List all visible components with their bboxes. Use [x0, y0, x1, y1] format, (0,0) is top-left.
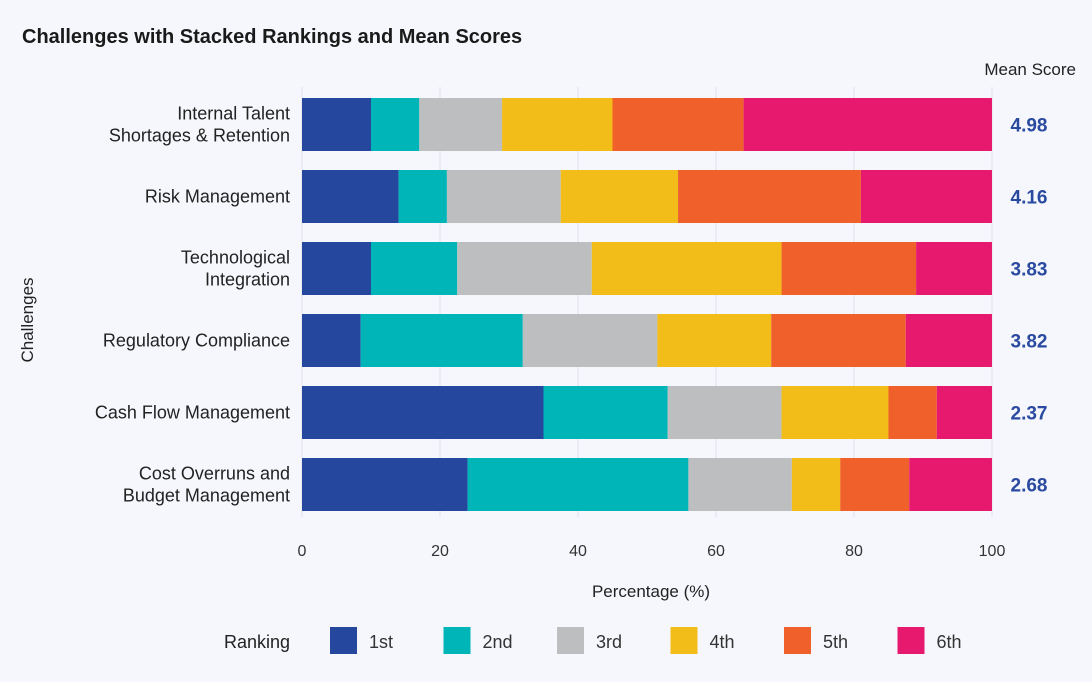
bar-1st-row-3: [302, 314, 361, 367]
bar-5th-row-2: [781, 242, 917, 295]
bar-3rd-row-5: [688, 458, 792, 511]
category-label-0-1: Shortages & Retention: [109, 126, 290, 146]
bar-6th-row-5: [909, 458, 992, 511]
category-label-3-0: Regulatory Compliance: [103, 331, 290, 351]
bar-6th-row-1: [860, 170, 992, 223]
mean-score-3: 3.82: [1011, 332, 1048, 353]
bar-4th-row-0: [502, 98, 613, 151]
category-label-0-0: Internal Talent: [177, 104, 290, 124]
bar-2nd-row-3: [360, 314, 523, 367]
bar-3rd-row-1: [446, 170, 561, 223]
legend-swatch-5th: [784, 627, 811, 654]
x-tick-label-0: 0: [298, 543, 307, 560]
bar-2nd-row-2: [371, 242, 458, 295]
bar-4th-row-2: [591, 242, 782, 295]
mean-score-2: 3.83: [1011, 260, 1048, 281]
legend-label-3rd: 3rd: [596, 632, 622, 652]
grid: [301, 87, 993, 517]
mean-score-1: 4.16: [1011, 188, 1048, 209]
bar-6th-row-0: [743, 98, 992, 151]
mean-score-5: 2.68: [1011, 476, 1048, 497]
bar-2nd-row-4: [543, 386, 668, 439]
bar-1st-row-2: [302, 242, 371, 295]
legend-title: Ranking: [224, 632, 290, 652]
x-tick-label-2: 40: [569, 543, 587, 560]
mean-score-0: 4.98: [1011, 116, 1048, 137]
bar-3rd-row-4: [667, 386, 782, 439]
category-label-5-1: Budget Management: [123, 486, 290, 506]
bar-4th-row-5: [791, 458, 841, 511]
bar-1st-row-5: [302, 458, 468, 511]
legend-swatch-1st: [330, 627, 357, 654]
legend-label-5th: 5th: [823, 632, 848, 652]
category-label-4-0: Cash Flow Management: [95, 403, 290, 423]
bar-5th-row-5: [840, 458, 910, 511]
bar-4th-row-4: [781, 386, 889, 439]
category-label-2-1: Integration: [205, 270, 290, 290]
legend-swatch-4th: [670, 627, 698, 654]
legend-label-6th: 6th: [937, 632, 962, 652]
bar-3rd-row-2: [457, 242, 592, 295]
bar-6th-row-2: [916, 242, 992, 295]
category-label-1-0: Risk Management: [145, 187, 290, 207]
category-label-2-0: Technological: [181, 248, 290, 268]
legend-label-2nd: 2nd: [483, 632, 513, 652]
bar-6th-row-3: [905, 314, 992, 367]
mean-score-4: 2.37: [1011, 404, 1048, 425]
mean-scores: 4.98 4.16 3.83 3.82 2.37 2.68: [1011, 116, 1048, 497]
mean-score-header: Mean Score: [984, 60, 1076, 79]
bar-5th-row-0: [612, 98, 744, 151]
legend-swatch-6th: [897, 627, 925, 654]
legend: Ranking 1st 2nd 3rd 4th 5th 6th: [224, 627, 962, 654]
legend-label-1st: 1st: [369, 632, 393, 652]
bar-4th-row-3: [657, 314, 772, 367]
x-tick-label-4: 80: [845, 543, 863, 560]
x-tick-label-3: 60: [707, 543, 725, 560]
x-axis-title: Percentage (%): [592, 582, 710, 601]
chart-title: Challenges with Stacked Rankings and Mea…: [22, 26, 522, 48]
bar-1st-row-0: [302, 98, 371, 151]
y-axis-title: Challenges: [18, 277, 37, 362]
x-axis-ticks: 0 20 40 60 80 100: [298, 543, 1006, 560]
bar-5th-row-4: [888, 386, 937, 439]
bar-3rd-row-3: [522, 314, 658, 367]
bar-2nd-row-1: [398, 170, 447, 223]
bar-4th-row-1: [560, 170, 679, 223]
bar-5th-row-1: [678, 170, 861, 223]
category-label-5-0: Cost Overruns and: [139, 464, 290, 484]
bar-1st-row-4: [302, 386, 544, 439]
bar-5th-row-3: [771, 314, 906, 367]
legend-label-4th: 4th: [710, 632, 735, 652]
bar-6th-row-4: [936, 386, 992, 439]
bar-3rd-row-0: [419, 98, 503, 151]
x-tick-label-1: 20: [431, 543, 449, 560]
legend-swatch-3rd: [557, 627, 584, 654]
bar-2nd-row-0: [371, 98, 420, 151]
bar-2nd-row-5: [467, 458, 689, 511]
x-tick-label-5: 100: [979, 543, 1006, 560]
legend-swatch-2nd: [443, 627, 471, 654]
bars: [302, 98, 992, 511]
bar-1st-row-1: [302, 170, 399, 223]
